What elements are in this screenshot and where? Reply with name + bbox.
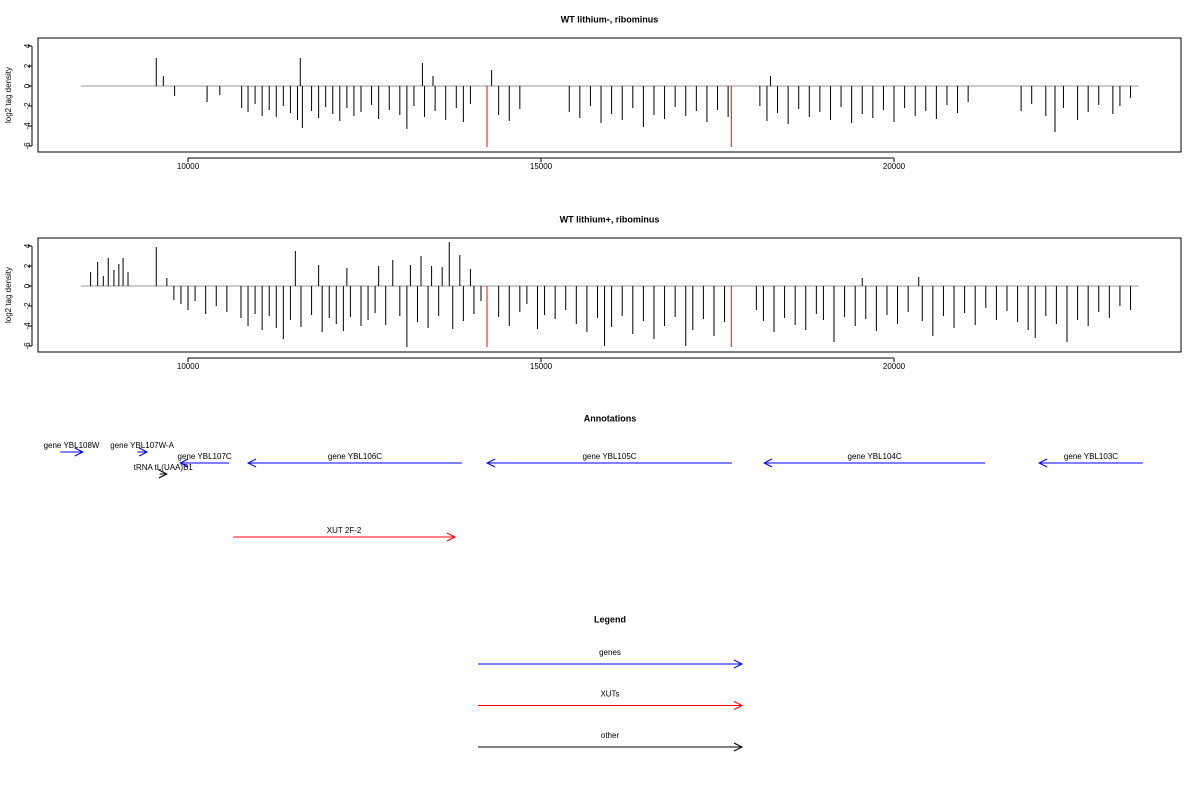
- annotation-label: gene YBL107W-A: [110, 441, 174, 450]
- legend-arrow: [478, 701, 744, 710]
- annotation-arrow: [246, 458, 462, 468]
- legend-arrow: [478, 659, 744, 669]
- annotation-label: XUT 2F-2: [327, 526, 362, 535]
- y-tick-label: -6: [23, 342, 32, 350]
- annotation-label: gene YBL108W: [44, 441, 100, 450]
- y-tick-label: 2: [23, 263, 32, 268]
- y-tick-label: -6: [23, 142, 32, 150]
- y-tick-label: -2: [23, 302, 32, 310]
- legend-arrow: [478, 742, 744, 752]
- annotation-arrow: [762, 458, 986, 468]
- plot-frame: [37, 237, 1182, 353]
- annotation-arrow: [137, 447, 149, 457]
- arrow-head: [733, 701, 744, 710]
- arrow-head: [246, 458, 257, 468]
- chart-title: WT lithium+, ribominus: [560, 214, 660, 224]
- chart-title: WT lithium-, ribominus: [561, 14, 659, 24]
- annotation-label: gene YBL104C: [848, 452, 902, 461]
- x-tick-label: 15000: [530, 362, 553, 371]
- annotation-arrow: [158, 469, 168, 479]
- annotation-label: tRNA tL(UAA)B1: [134, 463, 194, 472]
- x-tick-label: 20000: [883, 162, 906, 171]
- plot-frame: [37, 37, 1182, 153]
- arrow-head: [485, 458, 496, 468]
- y-tick-label: 4: [23, 243, 32, 248]
- y-tick-label: -2: [23, 102, 32, 110]
- annotation-arrow: [485, 458, 732, 468]
- annotation-arrow: [233, 532, 457, 542]
- arrow-head: [762, 458, 773, 468]
- y-axis-label: log2 tag density: [4, 267, 13, 323]
- y-tick-label: -4: [23, 122, 32, 130]
- y-tick-label: 0: [23, 83, 32, 88]
- x-tick-label: 10000: [177, 362, 200, 371]
- legend-label: XUTs: [600, 690, 619, 699]
- arrow-head: [179, 458, 189, 468]
- arrow-head: [446, 532, 457, 542]
- annotation-label: gene YBL106C: [328, 452, 382, 461]
- arrow-head: [158, 469, 168, 479]
- y-tick-label: 2: [23, 63, 32, 68]
- annotation-arrow: [60, 447, 84, 457]
- annotation-arrow: [179, 458, 229, 468]
- x-tick-label: 10000: [177, 162, 200, 171]
- annotation-label: gene YBL103C: [1064, 452, 1118, 461]
- y-axis-label: log2 tag density: [4, 67, 13, 123]
- x-tick-label: 20000: [883, 362, 906, 371]
- annotations-title: Annotations: [584, 413, 637, 423]
- legend-label: genes: [599, 648, 621, 657]
- legend-title: Legend: [594, 614, 626, 624]
- annotation-arrow: [1037, 458, 1143, 468]
- y-tick-label: 4: [23, 43, 32, 48]
- annotation-label: gene YBL105C: [582, 452, 636, 461]
- arrow-head: [733, 659, 744, 669]
- annotation-label: gene YBL107C: [178, 452, 232, 461]
- arrow-head: [138, 447, 149, 457]
- arrow-head: [1037, 458, 1048, 468]
- arrow-head: [74, 447, 84, 457]
- y-tick-label: -4: [23, 322, 32, 330]
- x-tick-label: 15000: [530, 162, 553, 171]
- y-tick-label: 0: [23, 283, 32, 288]
- legend-label: other: [601, 731, 620, 740]
- arrow-head: [733, 742, 744, 752]
